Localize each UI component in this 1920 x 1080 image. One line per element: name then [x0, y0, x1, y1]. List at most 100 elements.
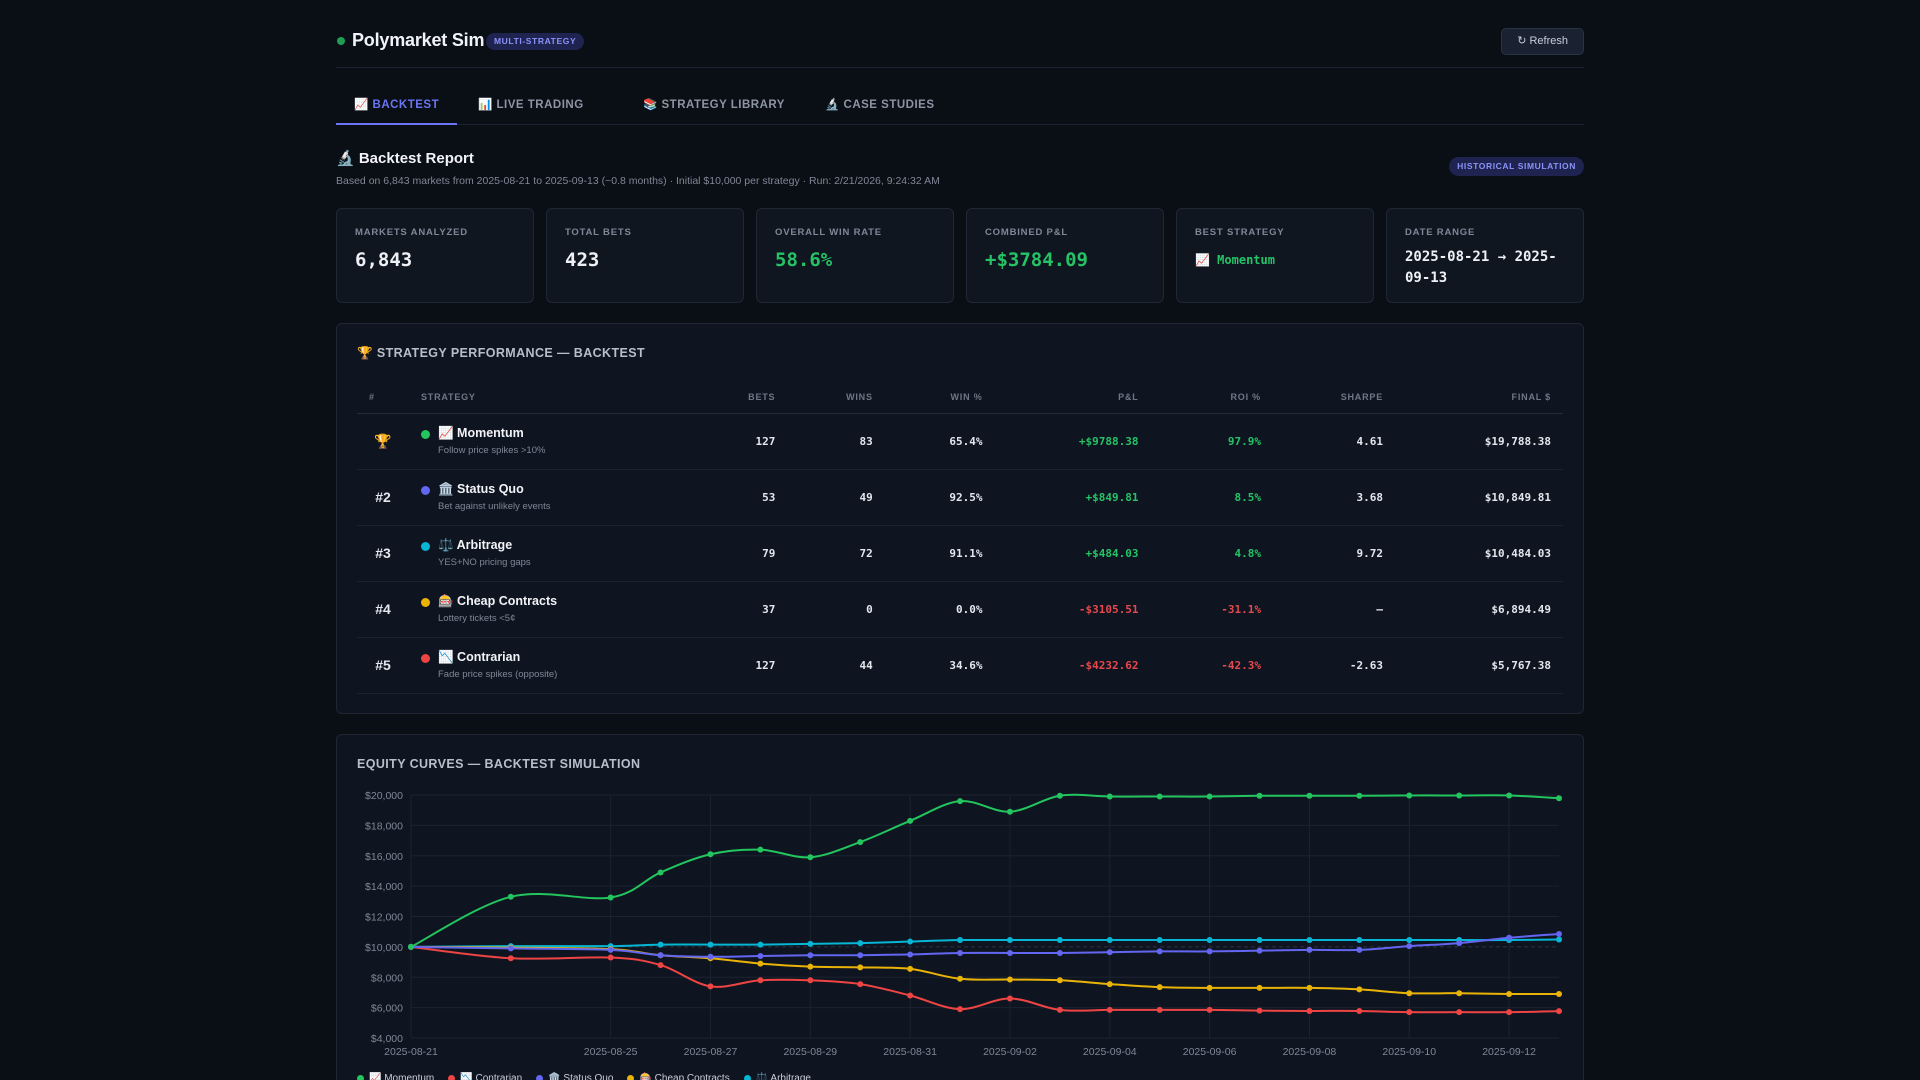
data-point	[1356, 792, 1363, 799]
strategy-color-dot-icon	[421, 541, 430, 551]
data-point	[1506, 990, 1513, 997]
data-point	[1406, 792, 1413, 799]
data-point	[1106, 1006, 1113, 1013]
table-row: #3 ⚖️ Arbitrage YES+NO pricing gaps 79 72 91.…	[357, 525, 1563, 582]
x-tick-label: 2025-08-21	[384, 1046, 438, 1058]
col-bets: BETS	[689, 382, 788, 414]
data-point	[1506, 934, 1513, 941]
x-tick-label: 2025-09-10	[1382, 1046, 1436, 1058]
refresh-button[interactable]: ↻ Refresh	[1501, 28, 1584, 55]
series-line	[410, 938, 1560, 948]
legend-item[interactable]: ⚖️ Arbitrage	[743, 1073, 811, 1080]
legend-label: ⚖️ Arbitrage	[755, 1073, 811, 1080]
data-point	[807, 940, 814, 947]
legend-dot-icon	[536, 1074, 544, 1080]
data-point	[1406, 990, 1413, 997]
col-pnl: P&L	[994, 382, 1151, 414]
legend-item[interactable]: 📉 Contrarian	[448, 1073, 522, 1080]
data-point	[1006, 937, 1013, 944]
final-cell: $10,849.81	[1395, 469, 1563, 526]
data-point	[1406, 937, 1413, 944]
data-point	[1156, 793, 1163, 800]
x-tick-label: 2025-09-12	[1482, 1046, 1536, 1058]
data-point	[1556, 1008, 1562, 1015]
sharpe-cell: —	[1273, 581, 1395, 638]
data-point	[1406, 1009, 1413, 1016]
legend-label: 🏛️ Status Quo	[548, 1073, 614, 1080]
data-point	[1256, 947, 1263, 954]
data-point	[1306, 792, 1313, 799]
data-point	[1006, 976, 1013, 983]
win-pct-cell: 34.6%	[884, 637, 995, 694]
final-cell: $10,484.03	[1395, 525, 1563, 582]
data-point	[857, 839, 864, 846]
col-final: FINAL $	[1395, 382, 1563, 414]
data-point	[1106, 793, 1113, 800]
pnl-cell: +$484.03	[994, 525, 1151, 582]
pnl-cell: -$4232.62	[994, 637, 1151, 694]
data-point	[1256, 937, 1263, 944]
col-strategy: STRATEGY	[409, 382, 689, 414]
x-tick-label: 2025-08-25	[584, 1046, 638, 1058]
legend-item[interactable]: 📈 Momentum	[357, 1073, 434, 1080]
strategy-cell: 🎰 Cheap Contracts Lottery tickets <5¢	[409, 581, 689, 638]
y-tick-label: $6,000	[371, 1003, 403, 1015]
data-point	[907, 938, 914, 945]
data-point	[807, 963, 814, 970]
data-point	[607, 954, 614, 961]
legend-label: 🎰 Cheap Contracts	[639, 1073, 730, 1080]
tab-case-studies[interactable]: 🔬 CASE STUDIES	[825, 99, 935, 111]
tab-backtest[interactable]: 📈 BACKTEST	[336, 97, 458, 125]
rank-cell: 🏆	[357, 413, 409, 470]
data-point	[1106, 981, 1113, 988]
strategy-name: ⚖️ Arbitrage	[438, 538, 513, 552]
legend-item[interactable]: 🏛️ Status Quo	[536, 1073, 613, 1080]
chart-title: EQUITY CURVES — BACKTEST SIMULATION	[357, 757, 641, 771]
data-point	[857, 964, 864, 971]
data-point	[1306, 984, 1313, 991]
bets-cell: 127	[689, 413, 788, 470]
data-point	[1156, 948, 1163, 955]
bets-cell: 79	[689, 525, 788, 582]
tab-live-trading[interactable]: 📊 LIVE TRADING	[478, 99, 584, 111]
data-point	[1306, 946, 1313, 953]
data-point	[1556, 936, 1562, 943]
stat-value: 6,843	[355, 249, 413, 271]
stat-value: 📈 Momentum	[1195, 253, 1275, 267]
win-pct-cell: 91.1%	[884, 525, 995, 582]
data-point	[1306, 1007, 1313, 1014]
data-point	[1056, 937, 1063, 944]
y-tick-label: $10,000	[365, 942, 403, 954]
data-point	[1156, 1006, 1163, 1013]
y-tick-label: $16,000	[365, 851, 403, 863]
data-point	[1506, 1009, 1513, 1016]
win-pct-cell: 65.4%	[884, 413, 995, 470]
data-point	[957, 798, 964, 805]
strategy-table: # STRATEGY BETS WINS WIN % P&L ROI % SHA…	[357, 382, 1563, 694]
strategy-cell: 📉 Contrarian Fade price spikes (opposite)	[409, 637, 689, 694]
legend-dot-icon	[448, 1074, 456, 1080]
x-tick-label: 2025-08-31	[883, 1046, 937, 1058]
data-point	[1056, 792, 1063, 799]
data-point	[1156, 937, 1163, 944]
data-point	[1056, 977, 1063, 984]
strategy-description: Follow price spikes >10%	[438, 445, 546, 456]
tab-strategy-library[interactable]: 📚 STRATEGY LIBRARY	[643, 99, 785, 111]
legend-item[interactable]: 🎰 Cheap Contracts	[627, 1073, 730, 1080]
data-point	[1106, 949, 1113, 956]
stat-label: COMBINED P&L	[985, 227, 1068, 238]
strategy-color-dot-icon	[421, 653, 430, 663]
sharpe-cell: 4.61	[1273, 413, 1395, 470]
stat-value: 2025-08-21 → 2025-09-13	[1405, 249, 1557, 286]
data-point	[907, 992, 914, 999]
data-point	[1206, 937, 1213, 944]
data-point	[1206, 948, 1213, 955]
data-point	[1356, 1007, 1363, 1014]
data-point	[707, 983, 714, 990]
data-point	[607, 946, 614, 953]
data-point	[1056, 1006, 1063, 1013]
final-cell: $5,767.38	[1395, 637, 1563, 694]
rank-cell: #2	[357, 469, 409, 526]
strategy-color-dot-icon	[421, 429, 430, 439]
data-point	[507, 945, 514, 952]
